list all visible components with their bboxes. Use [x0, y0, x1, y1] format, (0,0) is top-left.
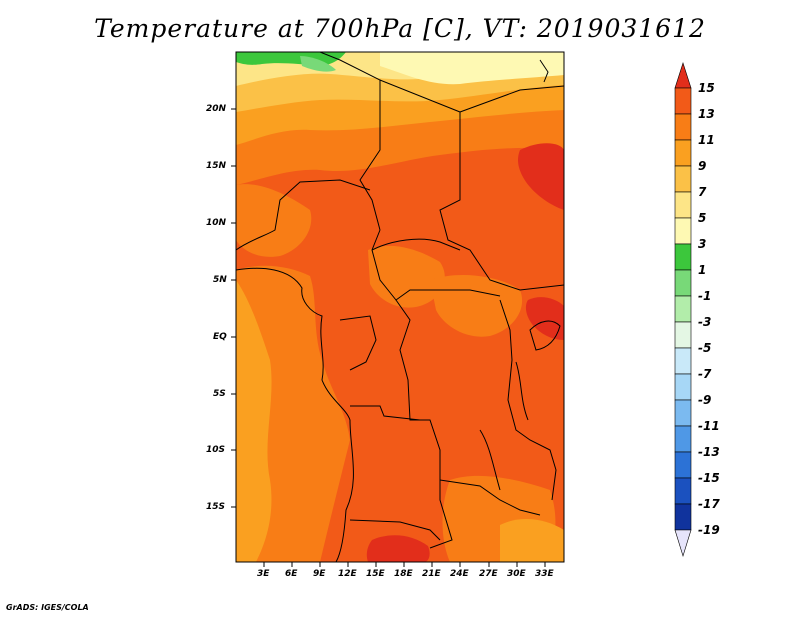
axis-ticks	[231, 108, 546, 567]
colorbar-label: -19	[698, 523, 720, 537]
colorbar-label: 9	[698, 159, 707, 173]
country-borders	[236, 52, 564, 562]
colorbar-label: -13	[698, 445, 720, 459]
colorbar-label: 13	[698, 107, 715, 121]
colorbar-max-triangle	[674, 62, 692, 89]
lat-label-10s: 10S	[206, 445, 226, 455]
lon-label-27e: 27E	[479, 569, 498, 579]
lon-label-21e: 21E	[422, 569, 441, 579]
colorbar-label: 7	[698, 185, 707, 199]
lon-label-9e: 9E	[313, 569, 326, 579]
colorbar-label: 3	[698, 237, 707, 251]
colorbar-label: -15	[698, 471, 720, 485]
lon-label-6e: 6E	[285, 569, 298, 579]
colorbar-label: -7	[698, 367, 712, 381]
colorbar-label: -9	[698, 393, 712, 407]
colorbar-label: -17	[698, 497, 720, 511]
lon-label-24e: 24E	[450, 569, 469, 579]
lon-label-30e: 30E	[507, 569, 526, 579]
lon-label-33e: 33E	[535, 569, 554, 579]
lat-label-20n: 20N	[206, 104, 227, 114]
lat-label-eq: EQ	[213, 332, 227, 342]
lat-label-5n: 5N	[213, 275, 227, 285]
lat-label-15s: 15S	[206, 502, 226, 512]
colorbar-label: 15	[698, 81, 715, 95]
colorbar-label: -1	[698, 289, 712, 303]
colorbar-label: 1	[698, 263, 707, 277]
colorbar-min-triangle	[674, 529, 692, 558]
colorbar-label: -3	[698, 315, 712, 329]
map-title: Temperature at 700hPa [C], VT: 201903161…	[94, 14, 706, 43]
grads-credit: GrADS: IGES/COLA	[6, 603, 89, 612]
lon-label-3e: 3E	[257, 569, 270, 579]
lon-label-12e: 12E	[338, 569, 357, 579]
colorbar-label: -11	[698, 419, 720, 433]
lon-label-18e: 18E	[394, 569, 413, 579]
temperature-field	[236, 52, 564, 562]
lat-label-5s: 5S	[213, 389, 226, 399]
lat-label-10n: 10N	[206, 218, 227, 228]
colorbar	[674, 62, 692, 558]
lon-label-15e: 15E	[366, 569, 385, 579]
colorbar-label: 11	[698, 133, 715, 147]
map-frame	[235, 51, 565, 563]
lat-label-15n: 15N	[206, 161, 227, 171]
colorbar-label: 5	[698, 211, 707, 225]
colorbar-label: -5	[698, 341, 712, 355]
